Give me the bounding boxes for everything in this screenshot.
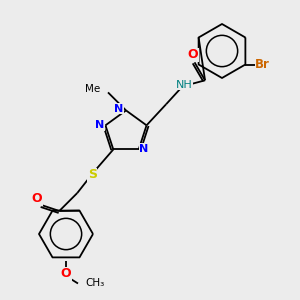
Text: S: S	[88, 169, 97, 182]
Text: Me: Me	[85, 84, 100, 94]
Text: O: O	[61, 267, 71, 280]
Text: N: N	[114, 104, 123, 114]
Text: O: O	[32, 193, 42, 206]
Text: O: O	[188, 48, 198, 61]
Text: NH: NH	[176, 80, 192, 90]
Text: CH₃: CH₃	[85, 278, 105, 289]
Text: N: N	[140, 144, 149, 154]
Text: Br: Br	[255, 58, 270, 71]
Text: N: N	[95, 120, 105, 130]
